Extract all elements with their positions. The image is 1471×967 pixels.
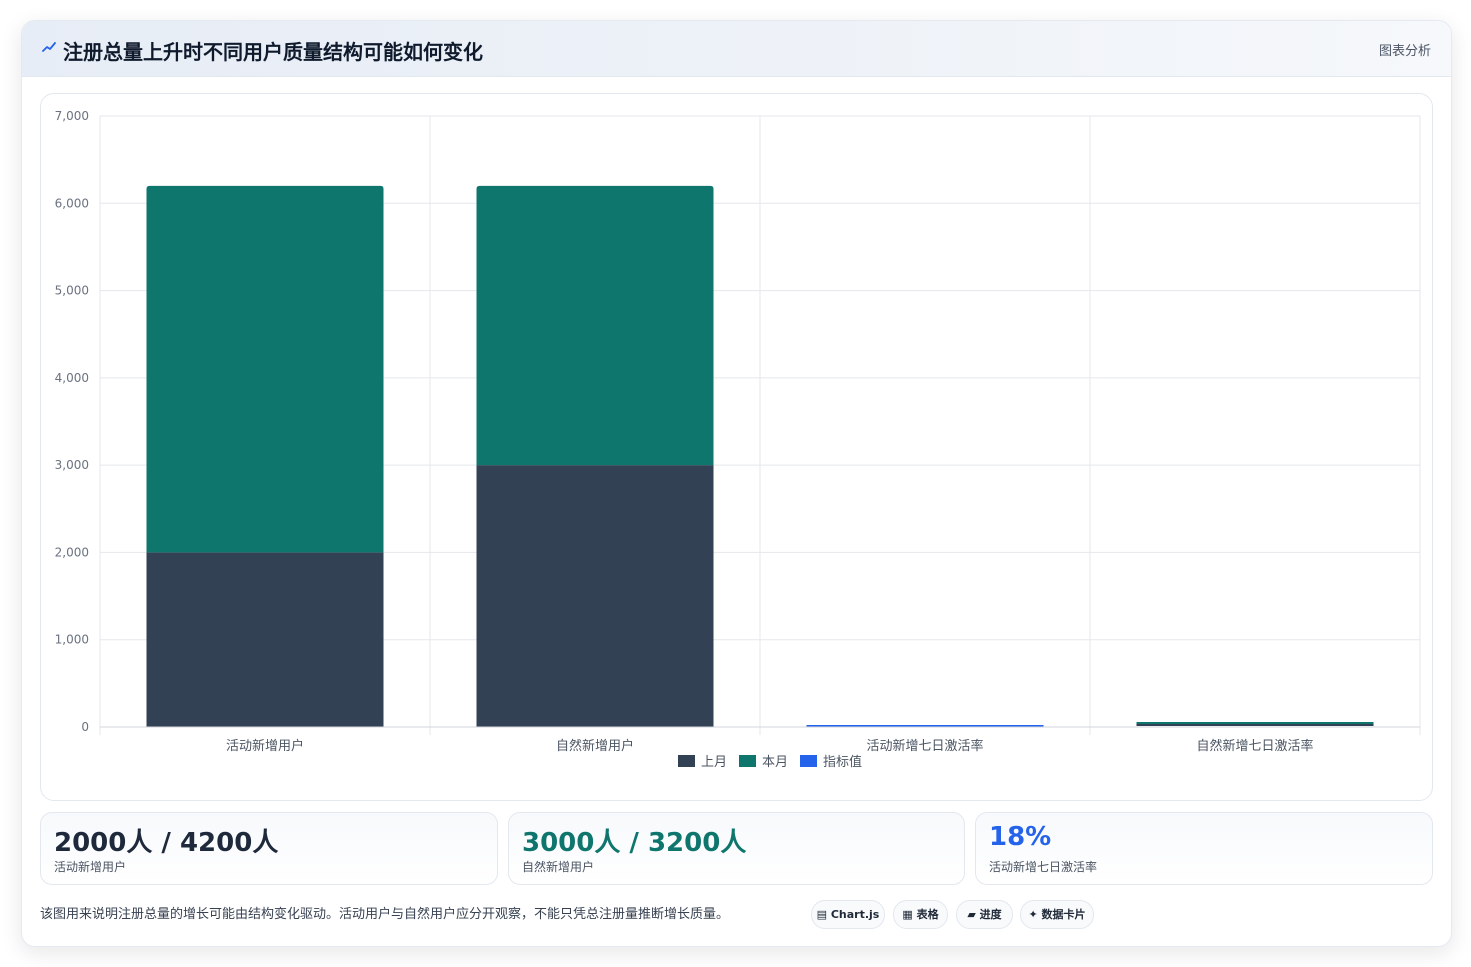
- legend-swatch: [739, 755, 756, 767]
- y-tick-label: 5,000: [55, 284, 89, 298]
- y-tick-label: 2,000: [55, 545, 89, 559]
- kpi-label: 活动新增用户: [54, 860, 127, 874]
- chip-table[interactable]: ▦ 表格: [893, 900, 948, 929]
- kpi-label: 活动新增七日激活率: [989, 860, 1098, 874]
- x-tick-label: 活动新增用户: [226, 738, 304, 754]
- legend-label: 本月: [762, 755, 788, 770]
- y-tick-label: 7,000: [55, 109, 89, 123]
- y-tick-label: 3,000: [55, 458, 89, 472]
- bar-segment-baseline: [1136, 722, 1374, 725]
- chip-data-card[interactable]: ✦ 数据卡片: [1020, 900, 1094, 929]
- kpi-value: 2000人 / 4200人: [54, 828, 279, 858]
- chip-chartjs[interactable]: ▤ Chart.js: [811, 900, 885, 929]
- card-header: 注册总量上升时不同用户质量结构可能如何变化 图表分析: [22, 21, 1451, 77]
- kpi-card-activity-users: 2000人 / 4200人 活动新增用户: [40, 812, 498, 885]
- bar-segment-上月: [476, 465, 714, 727]
- bar-segment-上月: [146, 552, 384, 727]
- chip-progress[interactable]: ▰ 进度: [956, 900, 1013, 929]
- y-tick-label: 1,000: [55, 633, 89, 647]
- footer-note: 该图用来说明注册总量的增长可能由结构变化驱动。活动用户与自然用户应分开观察，不能…: [40, 907, 730, 922]
- kpi-label: 自然新增用户: [522, 860, 595, 874]
- legend-label: 上月: [701, 755, 727, 770]
- y-tick-label: 6,000: [55, 196, 89, 210]
- kpi-card-organic-users: 3000人 / 3200人 自然新增用户: [508, 812, 965, 885]
- chart-analysis-tag[interactable]: 图表分析: [1378, 44, 1431, 59]
- bar-chart: 0 1,000 2,000 3,000 4,000 5,000 6,000 7,000 活动新增…: [55, 109, 1421, 770]
- bar-segment-baseline: [1136, 724, 1374, 726]
- y-tick-label: 4,000: [55, 371, 89, 385]
- legend-label: 指标值: [823, 754, 862, 770]
- x-tick-label: 自然新增七日激活率: [1196, 738, 1313, 754]
- x-tick-label: 自然新增用户: [556, 738, 634, 754]
- bar-segment-指标值: [806, 725, 1044, 727]
- bar-segment-本月: [146, 185, 384, 553]
- chart-card: 注册总量上升时不同用户质量结构可能如何变化 图表分析 0 1,000 2,000 3,…: [21, 20, 1452, 947]
- chart-title: 注册总量上升时不同用户质量结构可能如何变化: [63, 40, 483, 64]
- chart-panel: 0 1,000 2,000 3,000 4,000 5,000 6,000 7,000 活动新增…: [40, 93, 1433, 801]
- kpi-card-activation-rate: 18% 活动新增七日激活率: [975, 812, 1433, 885]
- legend-swatch: [678, 755, 695, 767]
- kpi-value: 3000人 / 3200人: [522, 828, 747, 858]
- bar-segment-本月: [476, 185, 714, 466]
- x-tick-label: 活动新增七日激活率: [866, 738, 983, 754]
- kpi-value: 18%: [989, 822, 1052, 852]
- y-tick-label: 0: [81, 720, 89, 734]
- trend-icon: [42, 42, 56, 52]
- legend-swatch: [800, 755, 817, 767]
